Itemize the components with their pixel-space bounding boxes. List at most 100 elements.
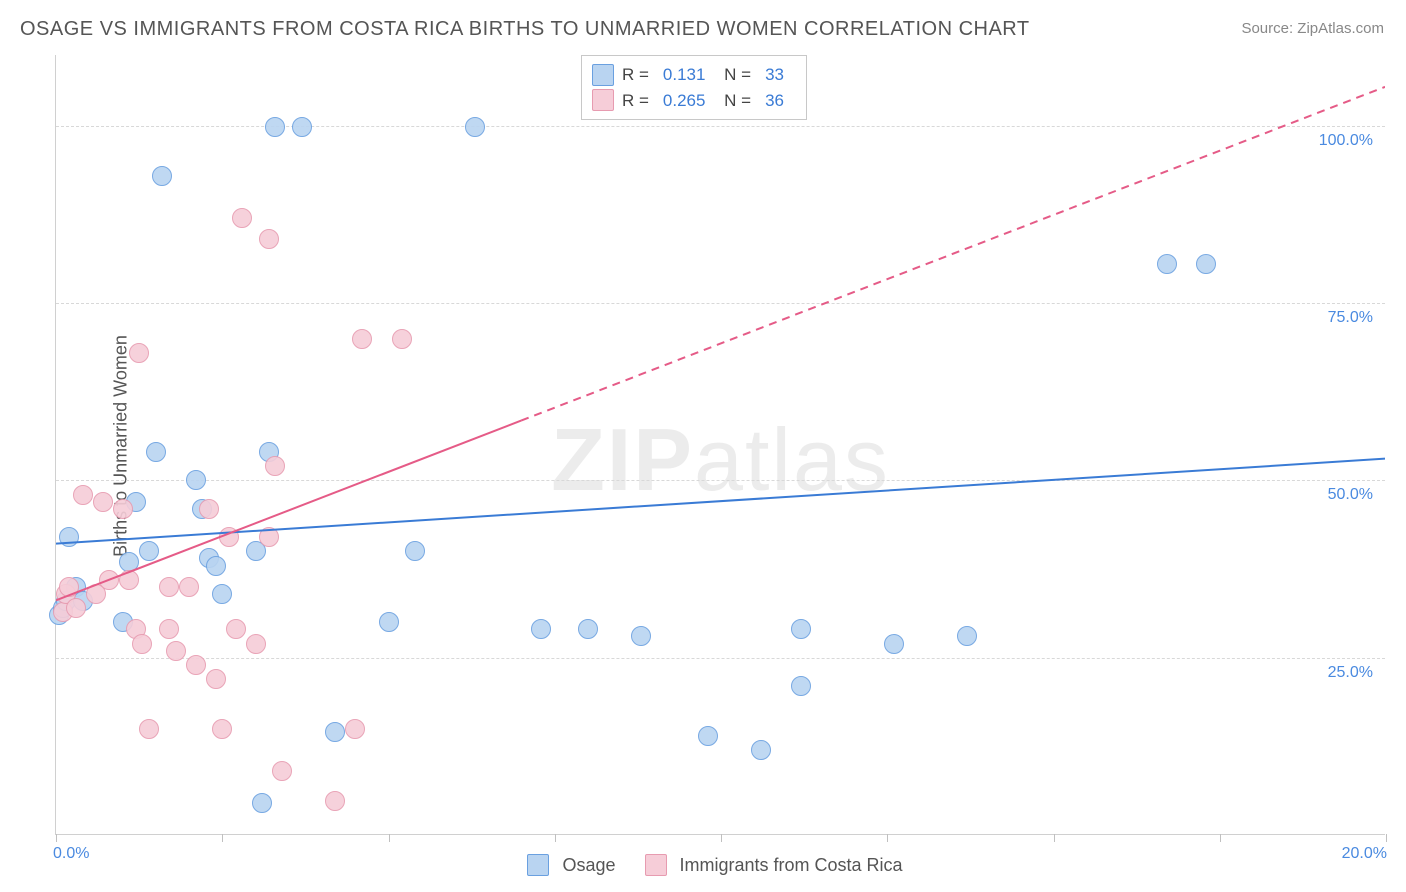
source-label: Source: ZipAtlas.com — [1241, 20, 1384, 37]
data-point — [199, 499, 219, 519]
y-tick-label: 75.0% — [1328, 309, 1373, 327]
data-point — [325, 791, 345, 811]
data-point — [232, 208, 252, 228]
data-point — [379, 612, 399, 632]
x-tick — [887, 834, 888, 842]
data-point — [1196, 254, 1216, 274]
data-point — [392, 329, 412, 349]
data-point — [272, 761, 292, 781]
data-point — [265, 117, 285, 137]
series-legend: Osage Immigrants from Costa Rica — [0, 854, 1406, 876]
data-point — [219, 527, 239, 547]
data-point — [59, 577, 79, 597]
r-value: 0.265 — [657, 88, 712, 114]
data-point — [186, 470, 206, 490]
x-tick — [389, 834, 390, 842]
data-point — [166, 641, 186, 661]
data-point — [99, 570, 119, 590]
data-point — [206, 556, 226, 576]
stat-swatch — [592, 64, 614, 86]
legend-swatch-costa-rica — [645, 854, 667, 876]
data-point — [751, 740, 771, 760]
data-point — [1157, 254, 1177, 274]
y-tick-label: 100.0% — [1319, 132, 1373, 150]
data-point — [119, 570, 139, 590]
data-point — [259, 229, 279, 249]
data-point — [93, 492, 113, 512]
gridline — [56, 126, 1385, 127]
data-point — [252, 793, 272, 813]
data-point — [246, 634, 266, 654]
data-point — [226, 619, 246, 639]
data-point — [66, 598, 86, 618]
data-point — [957, 626, 977, 646]
x-tick — [721, 834, 722, 842]
data-point — [113, 499, 133, 519]
data-point — [212, 719, 232, 739]
stat-row: R = 0.265 N = 36 — [592, 88, 790, 114]
data-point — [179, 577, 199, 597]
data-point — [531, 619, 551, 639]
y-tick-label: 25.0% — [1328, 664, 1373, 682]
stat-row: R = 0.131 N = 33 — [592, 62, 790, 88]
x-tick — [1386, 834, 1387, 842]
regression-lines — [56, 55, 1385, 834]
regression-line-extrapolated — [521, 87, 1385, 421]
data-point — [129, 343, 149, 363]
watermark-thin: atlas — [694, 410, 890, 509]
data-point — [159, 619, 179, 639]
n-label: N = — [719, 88, 751, 114]
r-value: 0.131 — [657, 62, 712, 88]
plot-area: ZIPatlas 25.0% 50.0% 75.0% 100.0% R = 0.131 … — [55, 55, 1385, 835]
data-point — [352, 329, 372, 349]
legend-label-costa-rica: Immigrants from Costa Rica — [680, 855, 903, 875]
stat-swatch — [592, 89, 614, 111]
data-point — [405, 541, 425, 561]
x-tick — [1220, 834, 1221, 842]
data-point — [292, 117, 312, 137]
data-point — [345, 719, 365, 739]
y-tick-label: 50.0% — [1328, 486, 1373, 504]
data-point — [146, 442, 166, 462]
n-value: 33 — [759, 62, 790, 88]
data-point — [265, 456, 285, 476]
data-point — [152, 166, 172, 186]
data-point — [132, 634, 152, 654]
data-point — [159, 577, 179, 597]
data-point — [325, 722, 345, 742]
n-value: 36 — [759, 88, 790, 114]
x-tick — [555, 834, 556, 842]
data-point — [139, 541, 159, 561]
x-tick — [1054, 834, 1055, 842]
data-point — [186, 655, 206, 675]
data-point — [59, 527, 79, 547]
data-point — [791, 619, 811, 639]
data-point — [206, 669, 226, 689]
data-point — [139, 719, 159, 739]
data-point — [631, 626, 651, 646]
gridline — [56, 658, 1385, 659]
x-tick — [56, 834, 57, 842]
r-label: R = — [622, 62, 649, 88]
gridline — [56, 303, 1385, 304]
data-point — [465, 117, 485, 137]
correlation-stat-box: R = 0.131 N = 33 R = 0.265 N = 36 — [581, 55, 807, 120]
regression-line — [56, 459, 1385, 544]
r-label: R = — [622, 88, 649, 114]
data-point — [73, 485, 93, 505]
n-label: N = — [719, 62, 751, 88]
x-tick — [222, 834, 223, 842]
watermark: ZIPatlas — [551, 409, 890, 511]
chart-container: OSAGE VS IMMIGRANTS FROM COSTA RICA BIRT… — [0, 0, 1406, 892]
legend-label-osage: Osage — [562, 855, 615, 875]
data-point — [698, 726, 718, 746]
watermark-bold: ZIP — [551, 410, 694, 509]
legend-swatch-osage — [527, 854, 549, 876]
data-point — [791, 676, 811, 696]
gridline — [56, 480, 1385, 481]
data-point — [884, 634, 904, 654]
data-point — [259, 527, 279, 547]
data-point — [212, 584, 232, 604]
chart-title: OSAGE VS IMMIGRANTS FROM COSTA RICA BIRT… — [20, 18, 1030, 41]
data-point — [578, 619, 598, 639]
